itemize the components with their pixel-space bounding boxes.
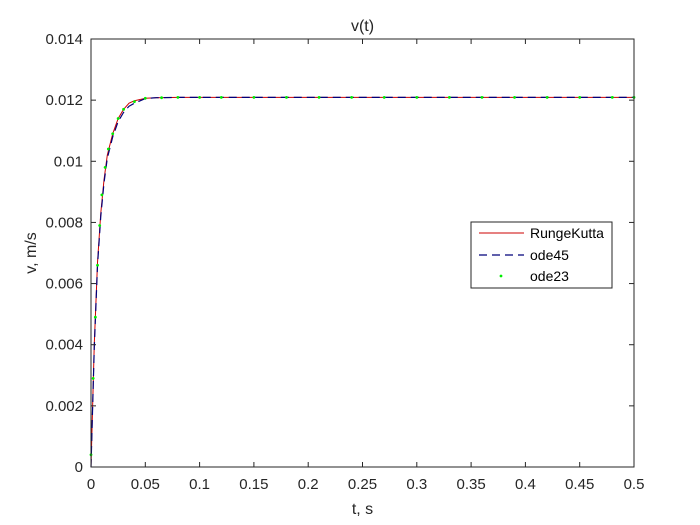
series-ode23-point — [93, 315, 97, 319]
series-ode23-point — [350, 95, 354, 99]
series-ode23-point — [578, 95, 582, 99]
series-ode23-point — [219, 95, 223, 99]
series-ode23-point — [610, 95, 614, 99]
x-tick-label: 0.05 — [131, 476, 160, 493]
series-ode23-point — [98, 224, 102, 227]
x-tick-label: 0 — [87, 476, 95, 493]
y-tick-label: 0.006 — [45, 276, 83, 293]
x-tick-label: 0.1 — [189, 476, 210, 493]
x-tick-label: 0.15 — [239, 476, 268, 493]
y-tick-label: 0 — [75, 459, 83, 476]
chart-title: v(t) — [351, 18, 374, 35]
series-ode23-point — [106, 147, 110, 151]
series-ode23-point — [317, 95, 321, 99]
y-tick-label: 0.008 — [45, 214, 83, 231]
legend: RungeKutta ode45 ode23 — [470, 221, 613, 289]
x-ticks: 0 0.05 0.1 0.15 0.2 0.25 0.3 0.35 0.4 0.45 0.5 — [87, 39, 645, 493]
x-tick-label: 0.5 — [624, 476, 645, 493]
series-ode23-point — [91, 376, 95, 380]
legend-label-ode23: ode23 — [530, 268, 569, 284]
series-ode23-point — [252, 95, 256, 99]
series-ode23-point — [198, 95, 202, 99]
y-ticks: 0 0.002 0.004 0.006 0.008 0.01 0.012 0.014 — [45, 31, 634, 476]
x-axis-label: t, s — [352, 501, 373, 518]
x-tick-label: 0.3 — [406, 476, 427, 493]
x-tick-label: 0.45 — [565, 476, 594, 493]
series-ode23-point — [103, 166, 107, 169]
series-ode23-point — [111, 132, 115, 136]
legend-label-ode45: ode45 — [530, 247, 569, 263]
series-ode23-point — [382, 95, 386, 99]
series-ode23-point — [545, 95, 549, 99]
series-ode23-point — [447, 95, 451, 99]
series-ode23-point — [480, 95, 484, 99]
y-tick-label: 0.01 — [54, 153, 83, 170]
x-tick-label: 0.4 — [515, 476, 536, 493]
series-ode23-point — [415, 95, 419, 99]
y-tick-label: 0.014 — [45, 31, 83, 48]
series-ode23-point — [133, 100, 136, 104]
y-tick-label: 0.002 — [45, 398, 83, 415]
series-ode23-point — [143, 96, 147, 100]
y-tick-label: 0.004 — [45, 337, 83, 354]
x-tick-label: 0.35 — [456, 476, 485, 493]
series-ode23-point — [116, 117, 120, 120]
legend-label-rungekutta: RungeKutta — [530, 225, 604, 241]
series-ode23-point — [160, 96, 163, 100]
series-layer — [89, 95, 636, 468]
legend-swatch-ode23 — [499, 274, 503, 278]
series-ode23-point — [513, 95, 516, 99]
series-ode23-point — [122, 107, 125, 111]
series-ode23-point — [285, 95, 288, 99]
y-tick-label: 0.012 — [45, 92, 83, 109]
y-axis-label: v, m/s — [23, 232, 40, 273]
series-ode23-point — [176, 95, 180, 99]
series-ode23-point — [96, 263, 99, 267]
x-tick-label: 0.25 — [348, 476, 377, 493]
x-tick-label: 0.2 — [298, 476, 319, 493]
series-ode23-point — [100, 193, 104, 197]
